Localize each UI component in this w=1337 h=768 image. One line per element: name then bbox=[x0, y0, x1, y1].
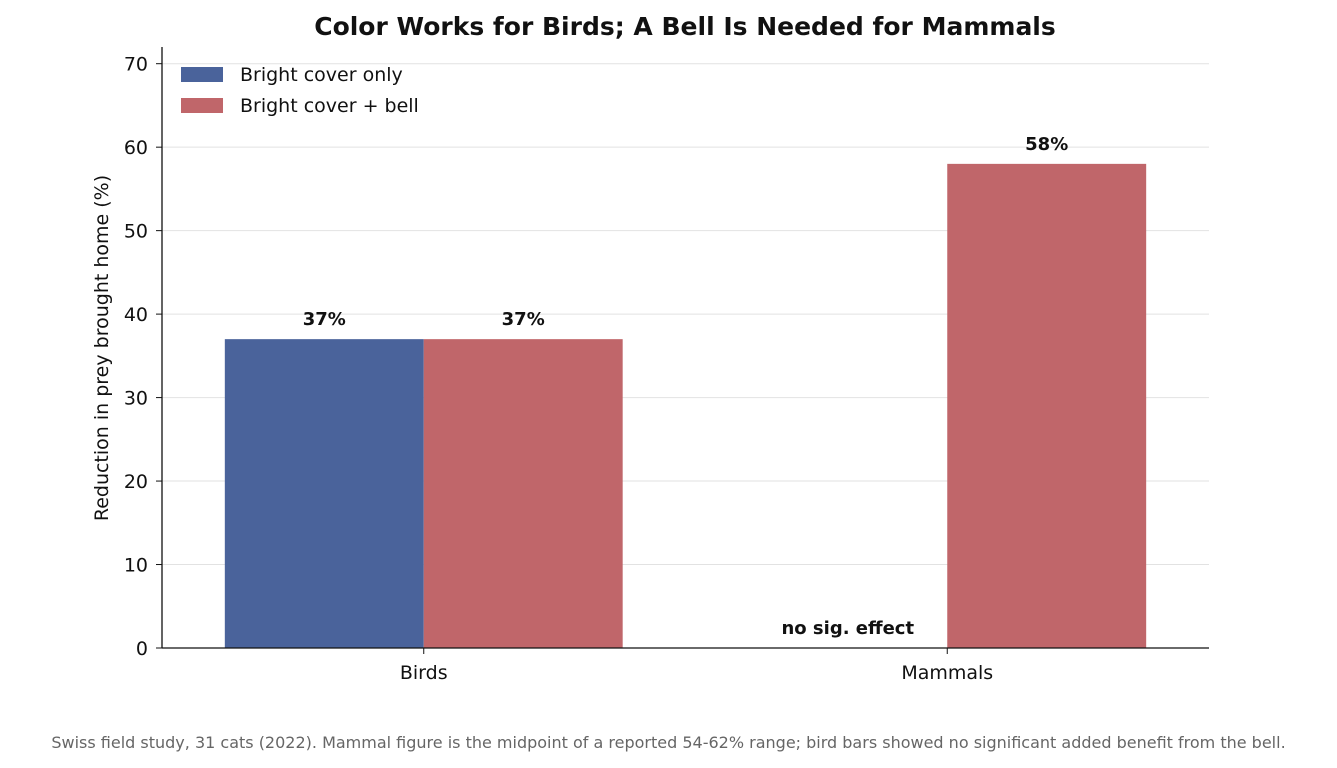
y-tick-label: 20 bbox=[124, 471, 148, 493]
bar-birds-series-1 bbox=[224, 339, 424, 648]
data-labels: 37% 37% 58% no sig. effect bbox=[303, 134, 1069, 639]
bar-mammals-series-2 bbox=[947, 163, 1147, 648]
y-tick-label: 50 bbox=[124, 221, 148, 243]
x-axis-ticks: Birds Mammals bbox=[400, 648, 993, 684]
legend-entry-label: Bright cover only bbox=[240, 64, 403, 86]
y-tick-label: 30 bbox=[124, 388, 148, 410]
legend-swatch bbox=[181, 98, 223, 113]
data-label: 37% bbox=[303, 309, 346, 330]
bars bbox=[224, 163, 1147, 648]
y-tick-label: 60 bbox=[124, 137, 148, 159]
data-label: 58% bbox=[1025, 134, 1068, 155]
y-tick-label: 70 bbox=[124, 54, 148, 76]
y-tick-label: 10 bbox=[124, 555, 148, 577]
bar-birds-series-2 bbox=[423, 339, 623, 648]
legend-swatch bbox=[181, 67, 223, 82]
x-tick-label: Mammals bbox=[901, 662, 993, 684]
data-label: 37% bbox=[502, 309, 545, 330]
y-tick-label: 40 bbox=[124, 304, 148, 326]
y-tick-label: 0 bbox=[136, 638, 148, 660]
chart-title: Color Works for Birds; A Bell Is Needed … bbox=[314, 12, 1056, 41]
annotation-label: no sig. effect bbox=[781, 618, 914, 639]
y-axis-ticks: 0 10 20 30 40 50 60 70 bbox=[124, 54, 162, 660]
x-tick-label: Birds bbox=[400, 662, 448, 684]
y-axis-label: Reduction in prey brought home (%) bbox=[91, 175, 113, 521]
source-caption: Swiss field study, 31 cats (2022). Mamma… bbox=[51, 733, 1286, 752]
legend-entry-label: Bright cover + bell bbox=[240, 95, 419, 117]
bar-chart: Color Works for Birds; A Bell Is Needed … bbox=[91, 12, 1209, 684]
legend: Bright cover only Bright cover + bell bbox=[181, 64, 419, 117]
